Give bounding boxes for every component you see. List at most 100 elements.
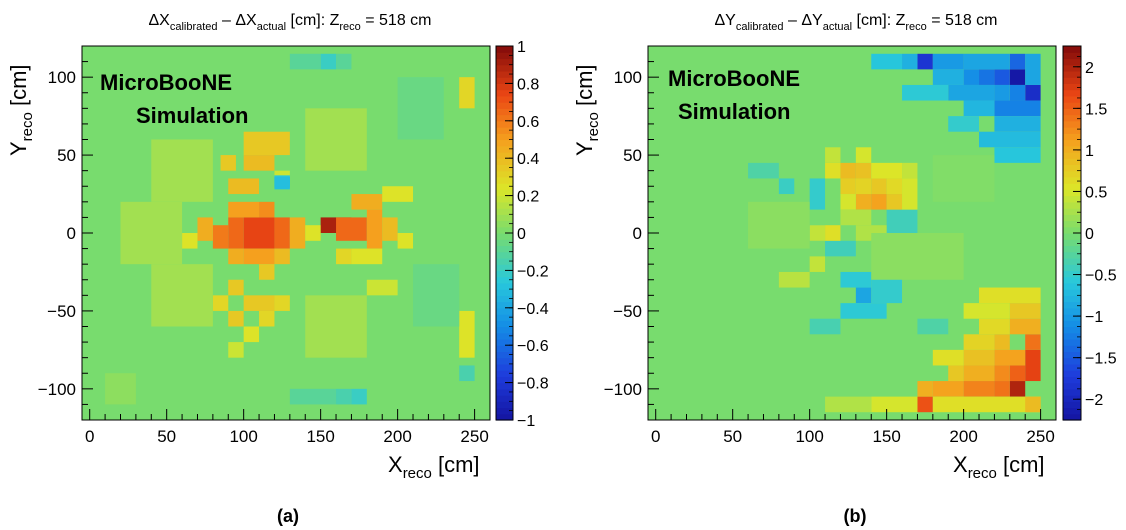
colorbar-segment <box>496 102 513 109</box>
colorbar-segment <box>1063 338 1081 346</box>
colorbar-segment <box>496 282 513 290</box>
colorbar-segment <box>1063 407 1081 415</box>
heatmap-cell <box>840 271 872 288</box>
panel-b-watermark-line2: Simulation <box>678 99 790 124</box>
colorbar-segment <box>496 407 513 415</box>
colorbar-segment <box>1063 370 1081 377</box>
heatmap-cell <box>1009 318 1041 335</box>
heatmap-cell <box>948 84 995 101</box>
y-tick-label: 0 <box>633 224 642 243</box>
heatmap-cell <box>963 349 995 366</box>
colorbar-segment <box>496 58 513 66</box>
heatmap-cell <box>825 147 841 163</box>
heatmap-cell <box>459 310 475 358</box>
heatmap-cell <box>979 131 1041 148</box>
heatmap-cell <box>963 100 995 117</box>
heatmap-cell <box>336 217 367 241</box>
heatmap-cell <box>840 162 856 179</box>
heatmap-cell <box>963 365 995 382</box>
heatmap-cell <box>825 162 841 179</box>
colorbar-segment <box>496 139 513 147</box>
heatmap-cell <box>825 396 872 413</box>
heatmap-cell <box>1025 334 1041 350</box>
colorbar-segment <box>496 108 513 116</box>
heatmap-cell <box>228 310 244 327</box>
colorbar-segment <box>496 89 513 97</box>
heatmap-cell <box>963 381 995 397</box>
heatmap-cell <box>809 178 826 210</box>
x-tick-label: 100 <box>229 427 257 446</box>
y-tick-label: 100 <box>48 68 76 87</box>
heatmap-cell <box>382 217 398 241</box>
colorbar-segment <box>496 70 513 78</box>
colorbar-segment <box>496 388 513 396</box>
heatmap-cell <box>948 365 964 382</box>
heatmap-cell <box>748 201 810 249</box>
colorbar-tick-label: 0.2 <box>517 189 539 206</box>
colorbar-tick-label: −0.6 <box>517 338 549 355</box>
colorbar-tick-label: 0.5 <box>1085 184 1107 201</box>
heatmap-cell <box>382 186 414 202</box>
colorbar-segment <box>1063 108 1081 116</box>
heatmap-cell <box>809 318 841 335</box>
colorbar-segment <box>1063 58 1081 66</box>
heatmap-cell <box>871 178 887 195</box>
heatmap-cell <box>932 396 1041 413</box>
colorbar-segment <box>1063 413 1081 421</box>
heatmap-cell <box>1009 303 1041 319</box>
colorbar-segment <box>1063 158 1081 166</box>
heatmap-cell <box>120 201 183 265</box>
heatmap-cell <box>855 194 872 210</box>
heatmap-cell <box>1009 69 1026 85</box>
colorbar-segment <box>496 214 513 222</box>
heatmap-cell <box>151 139 213 202</box>
heatmap-cell <box>979 318 1010 335</box>
heatmap-cell <box>840 303 887 319</box>
heatmap-cell <box>994 69 1010 85</box>
colorbar-segment <box>496 345 513 353</box>
colorbar-segment <box>1063 176 1081 184</box>
panel-a-title: ΔXcalibrated – ΔXactual [cm]: Zreco = 51… <box>148 12 431 33</box>
colorbar-segment <box>496 95 513 103</box>
colorbar-segment <box>496 183 513 190</box>
colorbar-segment <box>1063 170 1081 178</box>
colorbar-segment <box>496 357 513 365</box>
colorbar-segment <box>496 395 513 402</box>
colorbar-segment <box>1063 189 1081 197</box>
colorbar-segment <box>1063 332 1081 340</box>
x-tick-label: 200 <box>383 427 411 446</box>
colorbar-segment <box>496 164 513 172</box>
colorbar-tick-label: 1 <box>517 39 526 56</box>
heatmap-cell <box>228 342 244 358</box>
heatmap-cell <box>994 365 1010 382</box>
colorbar-segment <box>496 276 513 284</box>
heatmap-cell <box>855 287 872 304</box>
heatmap-cell <box>351 248 383 265</box>
heatmap-cell <box>274 217 290 249</box>
heatmap-cell <box>459 77 475 109</box>
colorbar-segment <box>496 52 513 60</box>
heatmap-cell <box>228 217 244 249</box>
colorbar-segment <box>1063 382 1081 390</box>
heatmap-cell <box>840 194 856 210</box>
heatmap-cell <box>228 248 244 265</box>
colorbar-segment <box>1063 264 1081 271</box>
colorbar-segment <box>496 245 513 253</box>
heatmap-cell <box>397 77 444 140</box>
colorbar-segment <box>496 83 513 91</box>
colorbar-segment <box>496 264 513 271</box>
colorbar-tick-label: 1.5 <box>1085 101 1107 118</box>
heatmap-cell <box>413 264 460 327</box>
colorbar-segment <box>1063 151 1081 159</box>
colorbar-segment <box>496 326 513 334</box>
x-tick-label: 0 <box>85 427 94 446</box>
colorbar-segment <box>496 370 513 377</box>
colorbar-segment <box>1063 201 1081 209</box>
colorbar-segment <box>496 363 513 371</box>
x-tick-label: 200 <box>949 427 977 446</box>
heatmap-cell <box>994 349 1026 366</box>
colorbar-segment <box>1063 345 1081 353</box>
panel-a-ylabel: Yreco [cm] <box>6 64 36 156</box>
panel-b-title: ΔYcalibrated – ΔYactual [cm]: Zreco = 51… <box>714 12 997 33</box>
colorbar-segment <box>1063 289 1081 296</box>
